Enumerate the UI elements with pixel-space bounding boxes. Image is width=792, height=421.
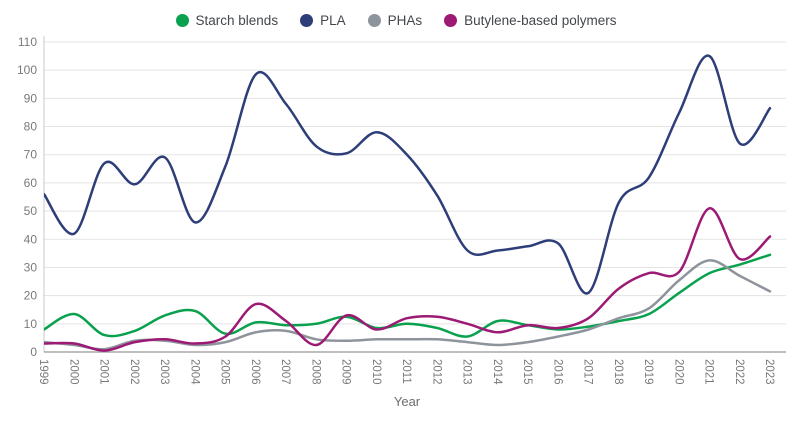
x-tick-label-2016: 2016 — [551, 359, 563, 385]
x-tick-label-2011: 2011 — [400, 359, 412, 384]
x-tick-label-2004: 2004 — [188, 359, 200, 385]
x-tick-label-2013: 2013 — [461, 359, 473, 385]
line-chart: 0 10 20 30 40 50 60 70 80 90 100 110 1999 2000 2001 200… — [17, 35, 786, 385]
legend-dot-starch-blends — [175, 13, 189, 27]
x-tick-label-1999: 1999 — [37, 359, 49, 385]
legend-dot-butylene-based-polymers — [444, 13, 458, 27]
y-tick-label-20: 20 — [24, 289, 38, 303]
legend-item-pla[interactable]: PLA — [300, 13, 346, 28]
x-tick-label-2023: 2023 — [763, 359, 775, 385]
y-tick-label-50: 50 — [24, 204, 38, 218]
y-tick-label-40: 40 — [24, 232, 38, 246]
y-tick-label-100: 100 — [17, 63, 37, 77]
x-tick-label-2010: 2010 — [370, 359, 382, 385]
legend-item-phas[interactable]: PHAs — [367, 12, 423, 28]
x-tick-label-2003: 2003 — [158, 359, 170, 385]
legend-dot-pla — [300, 13, 314, 27]
x-tick-label-2006: 2006 — [249, 359, 261, 385]
x-tick-label-2012: 2012 — [430, 359, 442, 385]
y-tick-label-80: 80 — [24, 120, 38, 134]
x-tick-label-2021: 2021 — [703, 359, 715, 385]
x-tick-label-2019: 2019 — [642, 359, 654, 385]
chart-legend: Starch blends PLA PHAs Butylene-based polym… — [0, 0, 792, 31]
legend-item-butylene-based-polymers[interactable]: Butylene-based polymers — [444, 13, 616, 28]
legend-dot-phas — [367, 13, 381, 27]
x-tick-label-2018: 2018 — [612, 359, 624, 385]
y-tick-label-110: 110 — [18, 35, 37, 49]
y-tick-label-0: 0 — [30, 345, 37, 359]
legend-label-starch-blends: Starch blends — [195, 12, 279, 28]
x-tick-label-2002: 2002 — [128, 359, 140, 385]
series-line-phas — [44, 259, 772, 351]
y-tick-label-70: 70 — [24, 148, 38, 162]
x-tick-label-2000: 2000 — [67, 359, 79, 385]
y-tick-label-90: 90 — [24, 91, 38, 105]
legend-item-starch-blends[interactable]: Starch blends — [175, 12, 279, 28]
x-tick-label-2001: 2001 — [98, 359, 110, 385]
x-tick-label-2015: 2015 — [521, 359, 533, 385]
x-tick-label-2022: 2022 — [733, 359, 745, 385]
x-tick-label-2008: 2008 — [309, 359, 321, 385]
legend-label-phas: PHAs — [387, 12, 423, 28]
legend-label-butylene-based-polymers: Butylene-based polymers — [464, 12, 617, 28]
y-tick-label-30: 30 — [24, 260, 38, 274]
series-line-pla — [44, 54, 772, 295]
legend-label-pla: PLA — [320, 12, 346, 28]
series-line-starch-blends — [44, 253, 772, 338]
series-line-butylene-based-polymers — [44, 207, 772, 352]
x-tick-label-2005: 2005 — [219, 359, 231, 385]
x-tick-label-2009: 2009 — [340, 359, 352, 385]
x-tick-label-2007: 2007 — [279, 359, 291, 385]
y-tick-label-10: 10 — [24, 317, 38, 331]
x-tick-label-2017: 2017 — [582, 359, 594, 385]
x-tick-label-2020: 2020 — [672, 359, 684, 385]
chart-area: 0 10 20 30 40 50 60 70 80 90 100 110 1999 2000 2001 200… — [0, 31, 792, 416]
x-axis-title: Year — [393, 394, 421, 409]
x-tick-label-2014: 2014 — [491, 359, 503, 385]
y-tick-label-60: 60 — [24, 176, 38, 190]
